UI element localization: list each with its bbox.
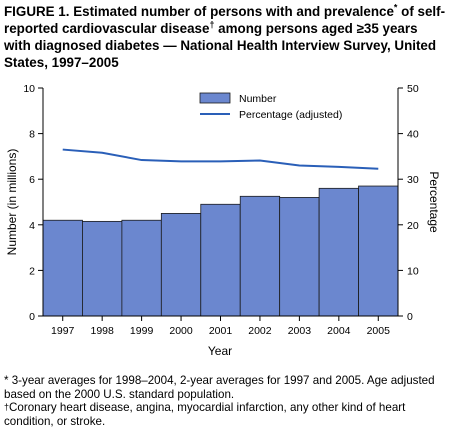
footnote-dagger-text: Coronary heart disease, angina, myocardi… xyxy=(4,401,406,428)
right-tick-label: 10 xyxy=(407,265,419,277)
footnote-dagger-symbol: † xyxy=(4,402,10,413)
right-tick-label: 30 xyxy=(407,174,419,186)
bar-2005 xyxy=(358,185,399,317)
legend-label-number: Number xyxy=(239,93,277,105)
right-ticks: 0 10 20 30 40 50 xyxy=(398,83,419,323)
right-tick-label: 20 xyxy=(407,220,419,232)
left-tick-label: 10 xyxy=(23,83,35,95)
left-tick-label: 8 xyxy=(29,129,35,141)
figure-title: FIGURE 1. Estimated number of persons wi… xyxy=(4,3,448,71)
y-axis-label-right: Percentage xyxy=(427,171,441,233)
bar-1997 xyxy=(42,219,83,317)
x-tick-label: 2005 xyxy=(367,325,391,337)
legend-label-percentage: Percentage (adjusted) xyxy=(239,109,342,121)
title-dagger: † xyxy=(209,19,215,30)
title-asterisk: * xyxy=(393,2,398,13)
left-tick-label: 2 xyxy=(29,265,35,277)
x-tick-label: 1997 xyxy=(51,325,75,337)
footnote-dagger: †Coronary heart disease, angina, myocard… xyxy=(4,401,448,428)
right-tick-label: 50 xyxy=(407,83,419,95)
x-tick-label: 2004 xyxy=(327,325,351,337)
bar-2004 xyxy=(318,187,359,317)
legend-swatch-number xyxy=(199,92,231,104)
left-tick-label: 4 xyxy=(29,220,35,232)
x-tick-label: 1999 xyxy=(130,325,154,337)
x-tick-label: 2001 xyxy=(209,325,233,337)
y-axis-label-left: Number (in millions) xyxy=(5,149,19,256)
left-tick-label: 6 xyxy=(29,174,35,186)
footnotes: * 3-year averages for 1998–2004, 2-year … xyxy=(4,374,448,428)
title-part-2: of self-reported cardiovascular disease xyxy=(4,4,446,36)
bar-2002 xyxy=(239,195,281,317)
percentage-line xyxy=(62,148,379,170)
legend: Number Percentage (adjusted) xyxy=(199,92,342,121)
footnote-asterisk-symbol: * xyxy=(4,374,9,387)
bar-2003 xyxy=(279,197,320,317)
right-tick-label: 40 xyxy=(407,129,419,141)
bar-1999 xyxy=(121,219,162,317)
x-axis-label: Year xyxy=(208,344,232,358)
right-tick-label: 0 xyxy=(407,311,413,323)
title-part-1: FIGURE 1. Estimated number of persons wi… xyxy=(4,4,394,19)
x-tick-label: 2000 xyxy=(169,325,193,337)
bar-1998 xyxy=(82,220,123,317)
title-part-3: among persons aged ≥35 years with diagno… xyxy=(4,21,437,70)
footnote-asterisk: * 3-year averages for 1998–2004, 2-year … xyxy=(4,374,448,401)
combo-chart: 0 2 4 6 8 10 0 10 20 30 40 50 1997 1998 1999 2000 2001… xyxy=(5,83,441,358)
percentage-line-group xyxy=(62,148,379,170)
bar-2001 xyxy=(200,203,241,317)
footnote-asterisk-text: 3-year averages for 1998–2004, 2-year av… xyxy=(4,374,435,401)
x-tick-label: 2003 xyxy=(288,325,312,337)
bar-2000 xyxy=(160,212,202,317)
x-tick-label: 1998 xyxy=(90,325,114,337)
x-tick-label: 2002 xyxy=(248,325,272,337)
left-tick-label: 0 xyxy=(29,311,35,323)
bars xyxy=(42,185,399,317)
x-ticks: 1997 1998 1999 2000 2001 2002 2003 2004 2005 xyxy=(51,316,390,337)
left-ticks: 0 2 4 6 8 10 xyxy=(23,83,43,323)
